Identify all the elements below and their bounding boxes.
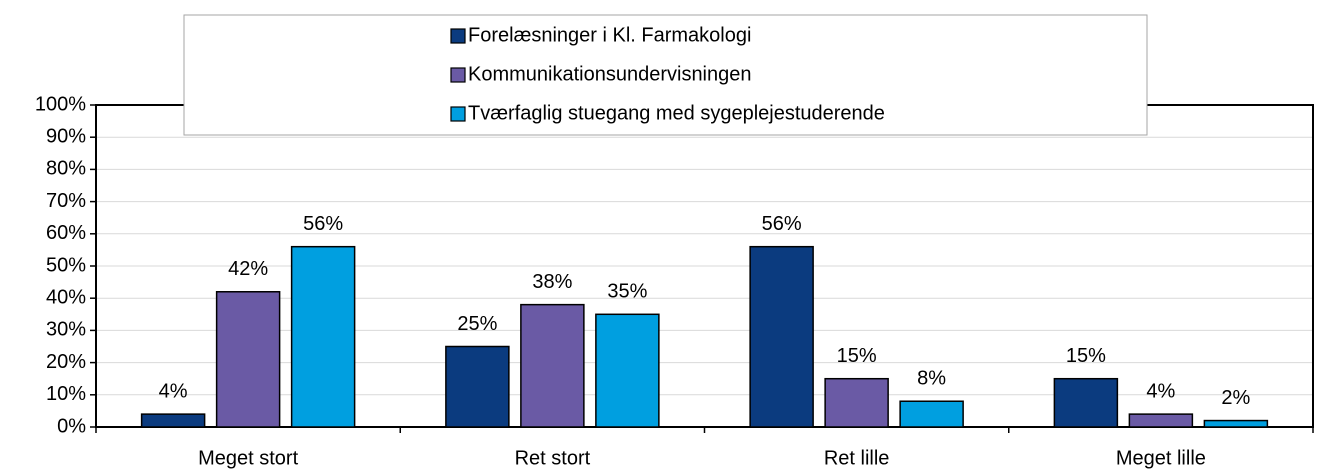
y-tick-label: 30% [46, 319, 86, 341]
y-tick-label: 10% [46, 383, 86, 405]
value-label: 4% [159, 380, 188, 402]
value-label: 25% [457, 313, 497, 335]
bar [520, 303, 585, 428]
y-tick-label: 90% [46, 125, 86, 147]
value-label: 15% [1066, 345, 1106, 367]
value-label: 56% [762, 213, 802, 235]
legend-swatch [450, 28, 466, 44]
bar [215, 291, 281, 428]
value-label: 35% [607, 281, 647, 303]
y-tick-label: 40% [46, 286, 86, 308]
legend-swatch [450, 106, 466, 122]
value-label: 38% [532, 271, 572, 293]
y-tick-label: 20% [46, 351, 86, 373]
x-tick-label: Meget stort [198, 447, 298, 469]
legend-box [183, 14, 1148, 136]
bar [595, 313, 660, 428]
bar [445, 345, 510, 428]
y-tick-label: 100% [35, 93, 86, 115]
bar [1203, 419, 1269, 428]
bar [1128, 413, 1194, 428]
x-tick-label: Ret lille [824, 447, 890, 469]
value-label: 15% [837, 345, 877, 367]
bar [140, 413, 206, 428]
legend-label: Forelæsninger i Kl. Farmakologi [468, 24, 751, 46]
bar [824, 377, 889, 428]
value-label: 42% [228, 258, 268, 280]
legend-label: Kommunikationsundervisningen [468, 63, 752, 85]
bar [290, 245, 356, 428]
bar [749, 245, 814, 428]
legend-label: Tværfaglig stuegang med sygeplejestudere… [468, 102, 885, 124]
x-tick-label: Meget lille [1116, 447, 1206, 469]
value-label: 56% [303, 213, 343, 235]
value-label: 8% [917, 368, 946, 390]
y-tick-label: 50% [46, 254, 86, 276]
x-tick-label: Ret stort [515, 447, 591, 469]
bar [899, 400, 964, 428]
y-tick-label: 70% [46, 190, 86, 212]
bar [1053, 377, 1119, 428]
legend-swatch [450, 67, 466, 83]
value-label: 4% [1146, 380, 1175, 402]
y-tick-label: 60% [46, 222, 86, 244]
y-tick-label: 0% [57, 415, 86, 437]
y-tick-label: 80% [46, 158, 86, 180]
value-label: 2% [1221, 387, 1250, 409]
